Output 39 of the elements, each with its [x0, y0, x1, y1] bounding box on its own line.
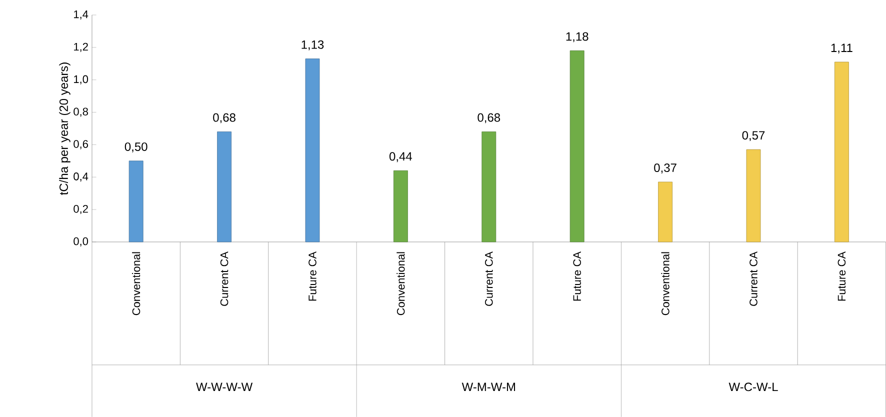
bar — [746, 149, 761, 242]
x-tick-label: Conventional — [661, 252, 670, 316]
y-tick-label: 0,4 — [74, 172, 88, 182]
x-tick-label: Future CA — [573, 251, 581, 301]
y-tick-label: 1,4 — [74, 10, 88, 20]
bar — [658, 182, 672, 242]
data-label: 0,50 — [124, 142, 148, 152]
data-label: 0,68 — [213, 113, 236, 124]
x-tick-label: Conventional — [132, 252, 140, 316]
text: W-C-W-L — [728, 382, 778, 392]
y-tick-label: 1,2 — [74, 42, 88, 52]
bar — [834, 62, 849, 242]
data-label: 0,37 — [654, 163, 676, 174]
y-tick-label: 1,0 — [74, 75, 88, 84]
x-tick-label: Future CA — [308, 251, 316, 301]
bar — [570, 50, 584, 242]
x-tick-label: Current CA — [220, 251, 228, 306]
data-label: 1,18 — [566, 32, 588, 42]
bar — [482, 131, 496, 242]
bar — [217, 131, 232, 242]
bar — [393, 170, 408, 242]
data-label: 1,11 — [831, 44, 852, 54]
text: W-W-W-W — [196, 382, 253, 391]
bar — [128, 160, 144, 242]
data-label: 0,68 — [478, 113, 500, 124]
y-axis-title: tC/ha per year (20 years) — [59, 62, 70, 195]
y-tick-label: 0,8 — [74, 108, 88, 117]
x-tick-label: Conventional — [396, 252, 405, 316]
bar — [305, 58, 320, 242]
x-tick-label: Current CA — [750, 251, 758, 306]
y-tick-label: 0,0 — [74, 237, 88, 246]
data-label: 0,57 — [742, 131, 765, 141]
data-label: 1,13 — [302, 40, 324, 50]
y-tick-label: 0,2 — [74, 204, 88, 214]
x-tick-label: Current CA — [484, 251, 493, 306]
y-tick-label: 0,6 — [74, 140, 88, 150]
x-tick-label: Future CA — [838, 251, 846, 301]
data-label: 0,44 — [389, 152, 412, 162]
text: W-M-W-M — [462, 382, 516, 391]
